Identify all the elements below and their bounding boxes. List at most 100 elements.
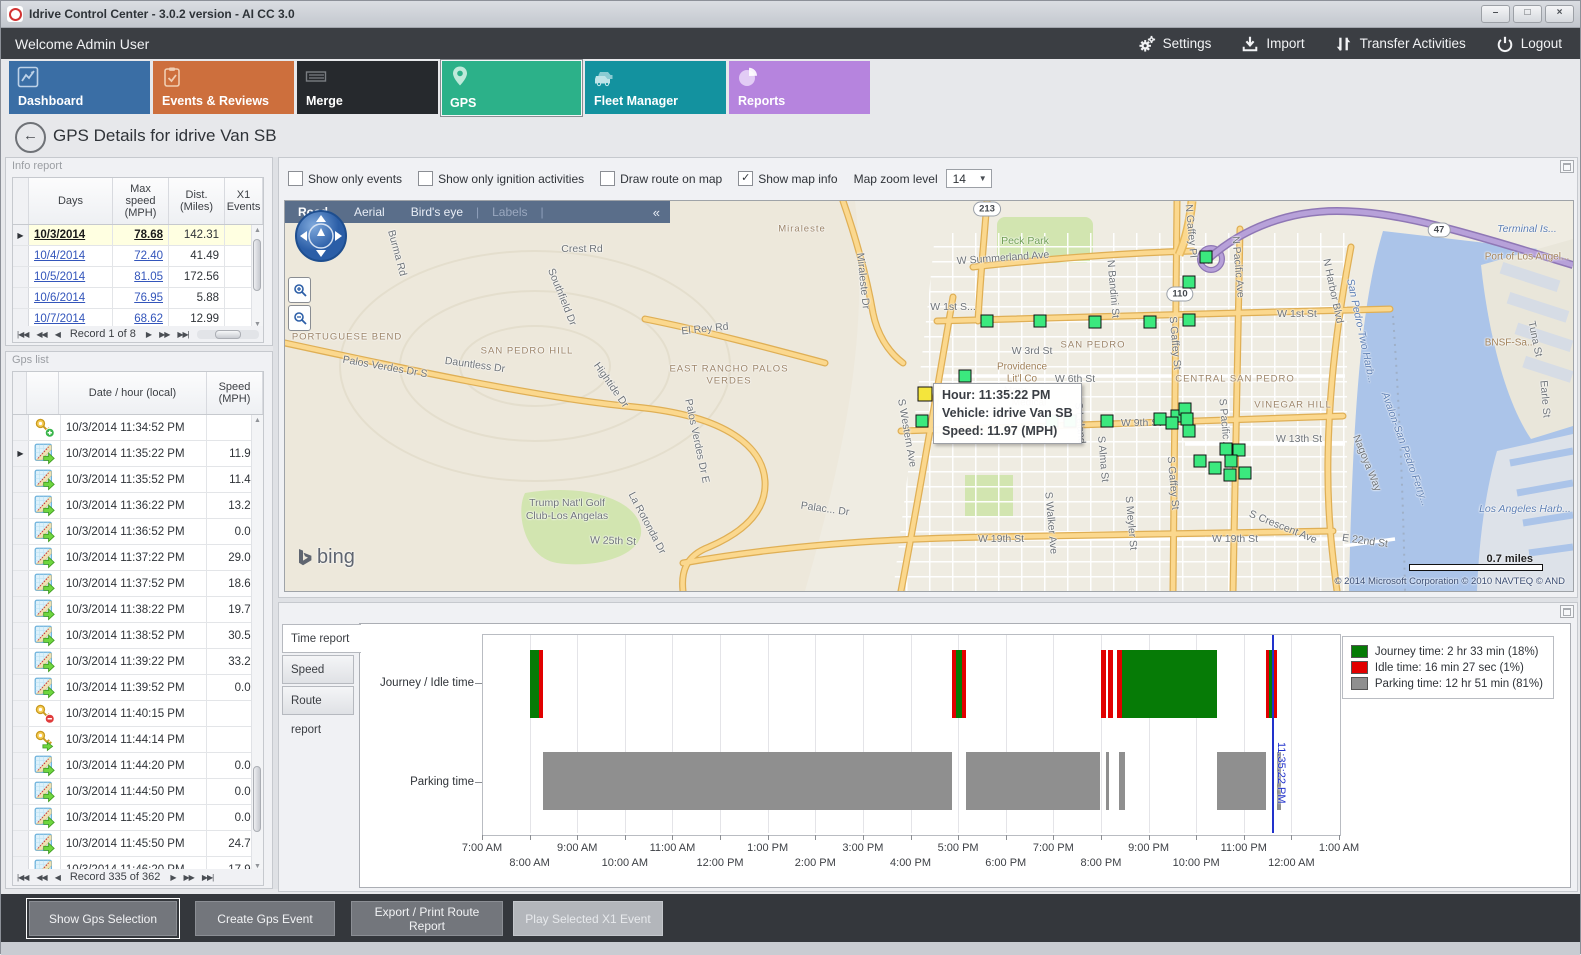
max-speed-link[interactable]: 68.62: [134, 313, 163, 325]
gps-point-marker[interactable]: [1144, 316, 1157, 329]
pager-h-scrollbar[interactable]: [197, 330, 259, 339]
map-option-checkbox[interactable]: Show only ignition activities: [418, 171, 584, 186]
gps-point-marker[interactable]: [1183, 314, 1196, 327]
gps-point-marker[interactable]: [1089, 316, 1102, 329]
day-link[interactable]: 10/4/2014: [34, 250, 85, 262]
pager-button[interactable]: ▶▶: [155, 330, 173, 339]
pager-button[interactable]: ◀◀: [32, 330, 50, 339]
info-table-scrollbar[interactable]: ▲ ▼: [251, 225, 263, 330]
settings-button[interactable]: Settings: [1138, 35, 1212, 53]
selected-gps-point-marker[interactable]: [918, 387, 933, 402]
column-header[interactable]: X1 Events: [225, 178, 263, 224]
gps-point-marker[interactable]: [1200, 251, 1213, 264]
gps-point-marker[interactable]: [959, 370, 972, 383]
tab-fleet-manager[interactable]: Fleet Manager: [585, 61, 726, 114]
bing-view-birdseye[interactable]: Bird's eye: [398, 205, 476, 219]
pager-button[interactable]: |◀◀: [13, 873, 32, 882]
bing-view-labels[interactable]: Labels: [479, 205, 540, 219]
gps-point-marker[interactable]: [1101, 415, 1114, 428]
column-header[interactable]: Dist. (Miles): [169, 178, 225, 224]
column-header[interactable]: Max speed (MPH): [113, 178, 169, 224]
pager-button[interactable]: ▶: [142, 330, 155, 339]
day-link[interactable]: 10/3/2014: [34, 229, 85, 241]
gps-point-marker[interactable]: [1166, 417, 1179, 430]
table-row[interactable]: 10/5/201481.05172.56: [13, 267, 263, 288]
max-speed-link[interactable]: 72.40: [134, 250, 163, 262]
pager-button[interactable]: ▶: [166, 873, 179, 882]
back-button[interactable]: ←: [15, 122, 46, 153]
table-row[interactable]: 10/3/2014 11:37:22 PM29.05: [13, 545, 263, 571]
transfer-activities-button[interactable]: Transfer Activities: [1335, 35, 1466, 53]
table-row[interactable]: 10/3/2014 11:36:52 PM0.00: [13, 519, 263, 545]
chart-panel-maximize-button[interactable]: [1560, 605, 1574, 618]
tab-speed-graphic[interactable]: Speed graphic: [282, 655, 354, 684]
pager-button[interactable]: ◀: [51, 330, 64, 339]
gps-point-marker[interactable]: [1225, 455, 1238, 468]
column-header[interactable]: Date / hour (local): [59, 372, 207, 414]
gps-point-marker[interactable]: [1194, 455, 1207, 468]
table-row[interactable]: 10/3/2014 11:40:15 PM: [13, 701, 263, 727]
tab-reports[interactable]: Reports: [729, 61, 870, 114]
tab-time-report[interactable]: Time report: [282, 624, 361, 653]
column-header[interactable]: Days: [29, 178, 113, 224]
bing-view-aerial[interactable]: Aerial: [341, 205, 398, 219]
gps-table-scrollbar[interactable]: ▲ ▼: [251, 415, 263, 872]
gps-point-marker[interactable]: [916, 415, 929, 428]
map-option-checkbox[interactable]: Draw route on map: [600, 171, 722, 186]
max-speed-link[interactable]: 78.68: [134, 229, 163, 241]
table-row[interactable]: 10/3/2014 11:36:22 PM13.28: [13, 493, 263, 519]
day-link[interactable]: 10/6/2014: [34, 292, 85, 304]
import-button[interactable]: Import: [1241, 35, 1304, 53]
pager-button[interactable]: ▶▶|: [173, 330, 192, 339]
table-row[interactable]: ▶10/3/201478.68142.31: [13, 225, 263, 246]
table-row[interactable]: 10/3/2014 11:35:52 PM11.47: [13, 467, 263, 493]
map-compass-control[interactable]: [294, 209, 348, 263]
map-zoom-in-button[interactable]: [288, 277, 311, 303]
day-link[interactable]: 10/7/2014: [34, 313, 85, 325]
tab-events-reviews[interactable]: Events & Reviews: [153, 61, 294, 114]
max-speed-link[interactable]: 76.95: [134, 292, 163, 304]
checkbox-box[interactable]: [600, 171, 615, 186]
table-row[interactable]: 10/4/201472.4041.49: [13, 246, 263, 267]
footer-button-export-print-route-report[interactable]: Export / Print Route Report: [351, 901, 503, 936]
gps-point-marker[interactable]: [1239, 467, 1252, 480]
checkbox-box[interactable]: ✓: [738, 171, 753, 186]
map-panel-maximize-button[interactable]: [1560, 160, 1574, 173]
minimize-button[interactable]: –: [1481, 5, 1510, 23]
gps-point-marker[interactable]: [1034, 315, 1047, 328]
pager-button[interactable]: ▶▶|: [198, 873, 217, 882]
tab-dashboard[interactable]: Dashboard: [9, 61, 150, 114]
day-link[interactable]: 10/5/2014: [34, 271, 85, 283]
gps-point-marker[interactable]: [1183, 425, 1196, 438]
table-row[interactable]: 10/3/2014 11:45:50 PM24.75: [13, 831, 263, 857]
table-row[interactable]: 10/6/201476.955.88: [13, 288, 263, 309]
table-row[interactable]: ▶10/3/2014 11:35:22 PM11.97: [13, 441, 263, 467]
pager-button[interactable]: ◀: [51, 873, 64, 882]
table-row[interactable]: 10/3/2014 11:44:14 PM: [13, 727, 263, 753]
tab-merge[interactable]: Merge: [297, 61, 438, 114]
map-zoom-level-select[interactable]: 14▼: [946, 169, 992, 188]
map-option-checkbox[interactable]: ✓Show map info: [738, 171, 837, 186]
close-button[interactable]: ×: [1545, 5, 1574, 23]
tab-gps[interactable]: GPS: [441, 60, 582, 116]
toolbar-collapse-button[interactable]: «: [640, 205, 670, 220]
map-option-checkbox[interactable]: Show only events: [288, 171, 402, 186]
gps-point-marker[interactable]: [981, 315, 994, 328]
pager-button[interactable]: ◀◀: [32, 873, 50, 882]
table-row[interactable]: 10/3/2014 11:39:22 PM33.21: [13, 649, 263, 675]
map-zoom-out-button[interactable]: [288, 305, 311, 331]
table-row[interactable]: 10/3/2014 11:38:22 PM19.70: [13, 597, 263, 623]
table-row[interactable]: 10/3/2014 11:37:52 PM18.63: [13, 571, 263, 597]
maximize-button[interactable]: □: [1513, 5, 1542, 23]
bing-map[interactable]: RoadAerialBird's eye|Labels|« Miral: [284, 200, 1574, 592]
checkbox-box[interactable]: [418, 171, 433, 186]
tab-route-report[interactable]: Route report: [282, 686, 354, 715]
column-header[interactable]: Speed (MPH): [207, 372, 263, 414]
table-row[interactable]: 10/3/2014 11:34:52 PM: [13, 415, 263, 441]
gps-point-marker[interactable]: [1209, 462, 1222, 475]
gps-point-marker[interactable]: [1183, 276, 1196, 289]
gps-point-marker[interactable]: [1224, 469, 1237, 482]
checkbox-box[interactable]: [288, 171, 303, 186]
footer-button-create-gps-event[interactable]: Create Gps Event: [195, 901, 335, 936]
table-row[interactable]: 10/3/2014 11:44:50 PM0.00: [13, 779, 263, 805]
